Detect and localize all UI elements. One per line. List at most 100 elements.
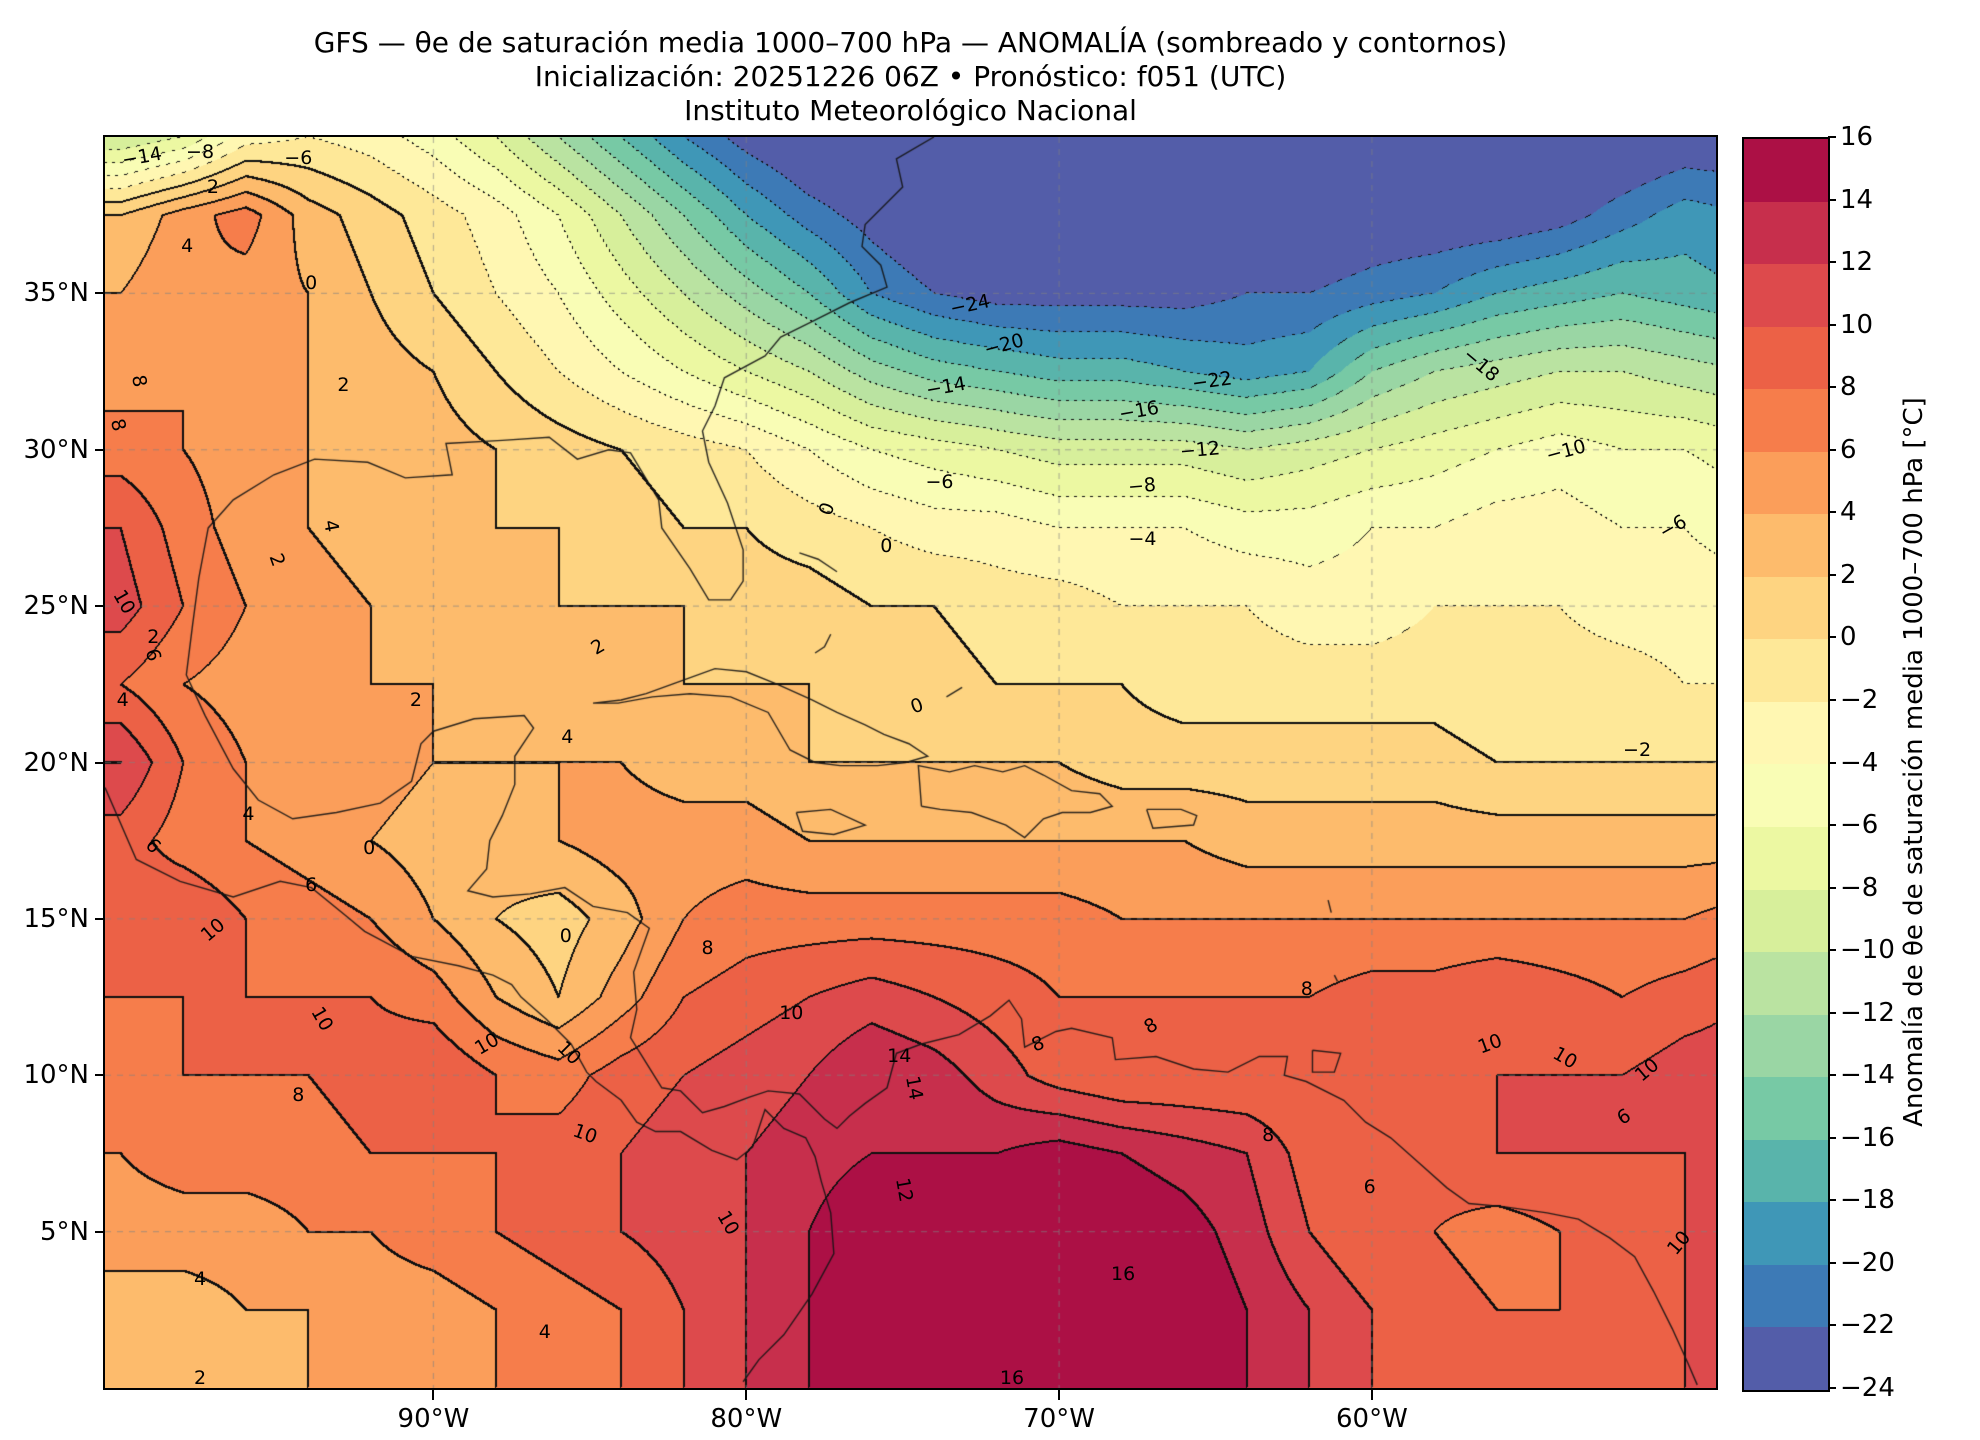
lat-tick-mark xyxy=(95,292,105,295)
colorbar-label: Anomalía de θe de saturación media 1000–… xyxy=(1899,397,1929,1127)
map-canvas xyxy=(105,137,1716,1388)
contour-label: 4 xyxy=(538,1320,551,1343)
contour-label: 0 xyxy=(305,272,318,295)
colorbar xyxy=(1742,137,1830,1392)
contour-label: 14 xyxy=(900,1073,927,1102)
lat-tick-label: 5°N xyxy=(40,1216,89,1247)
contour-label: 8 xyxy=(1262,1124,1275,1147)
colorbar-tick-mark xyxy=(1828,636,1836,639)
colorbar-segment xyxy=(1744,201,1828,265)
colorbar-tick-label: 16 xyxy=(1840,122,1874,152)
lat-tick-mark xyxy=(95,1230,105,1233)
lon-tick-label: 80°W xyxy=(710,1404,783,1434)
plot-title: GFS — θe de saturación media 1000–700 hP… xyxy=(313,26,1508,59)
colorbar-tick-mark xyxy=(1828,511,1836,514)
plot-institution: Instituto Meteorológico Nacional xyxy=(684,94,1137,127)
contour-label: 0 xyxy=(880,535,893,558)
lon-tick-mark xyxy=(1370,1390,1373,1400)
lat-tick-label: 10°N xyxy=(23,1060,89,1091)
contour-label: 2 xyxy=(147,626,160,649)
contour-label: 4 xyxy=(181,234,194,257)
contour-label: 14 xyxy=(887,1045,912,1068)
contour-label: 16 xyxy=(999,1366,1025,1389)
colorbar-tick-label: −6 xyxy=(1840,810,1879,841)
colorbar-segment xyxy=(1744,1139,1828,1203)
colorbar-tick-label: −4 xyxy=(1840,747,1879,778)
colorbar-tick-label: 14 xyxy=(1840,184,1874,215)
colorbar-segment xyxy=(1744,389,1828,452)
colorbar-tick-mark xyxy=(1828,261,1836,264)
colorbar-segment xyxy=(1744,889,1828,953)
colorbar-tick-mark xyxy=(1828,136,1836,138)
contour-label: −6 xyxy=(284,147,313,170)
lon-tick-label: 60°W xyxy=(1335,1404,1408,1434)
lon-tick-mark xyxy=(432,1390,435,1400)
lat-tick-label: 15°N xyxy=(23,903,89,934)
contour-label: 4 xyxy=(242,802,255,825)
colorbar-tick-label: −10 xyxy=(1840,935,1895,966)
colorbar-segment xyxy=(1744,1264,1828,1328)
colorbar-tick-label: 0 xyxy=(1840,622,1857,653)
colorbar-tick-label: −18 xyxy=(1840,1185,1895,1216)
colorbar-segment xyxy=(1744,1202,1828,1265)
contour-label: 6 xyxy=(1363,1175,1376,1198)
lat-tick-label: 25°N xyxy=(23,591,89,622)
contour-label: 8 xyxy=(701,936,714,959)
lon-tick-mark xyxy=(1058,1390,1061,1400)
lat-tick-mark xyxy=(95,761,105,764)
lat-tick-mark xyxy=(95,1074,105,1077)
colorbar-tick-label: −12 xyxy=(1840,997,1895,1028)
colorbar-tick-mark xyxy=(1828,323,1836,326)
colorbar-tick-label: −14 xyxy=(1840,1060,1895,1091)
contour-label: −8 xyxy=(1127,473,1158,499)
contour-label: 4 xyxy=(194,1268,207,1291)
contour-label: 12 xyxy=(891,1176,917,1205)
colorbar-tick-label: −22 xyxy=(1840,1310,1895,1341)
colorbar-tick-label: −24 xyxy=(1840,1373,1895,1403)
colorbar-segment xyxy=(1744,326,1828,390)
lon-tick-label: 90°W xyxy=(397,1404,470,1434)
lon-tick-label: 70°W xyxy=(1023,1404,1095,1434)
contour-label: 2 xyxy=(194,1366,207,1389)
colorbar-tick-mark xyxy=(1828,886,1836,889)
contour-label: 2 xyxy=(409,688,422,711)
contour-label: −4 xyxy=(1128,527,1157,550)
colorbar-tick-label: 12 xyxy=(1840,247,1874,278)
contour-label: 6 xyxy=(305,874,318,897)
colorbar-tick-label: 6 xyxy=(1840,434,1857,465)
contour-label: 0 xyxy=(363,836,376,859)
contour-label: 8 xyxy=(292,1084,305,1107)
title-block: GFS — θe de saturación media 1000–700 hP… xyxy=(105,26,1716,128)
colorbar-segment xyxy=(1744,701,1828,765)
colorbar-tick-mark xyxy=(1828,761,1836,764)
colorbar-tick-mark xyxy=(1828,698,1836,701)
lat-tick-mark xyxy=(95,917,105,920)
colorbar-segment xyxy=(1744,264,1828,327)
colorbar-tick-label: −2 xyxy=(1840,684,1879,715)
colorbar-tick-mark xyxy=(1828,1387,1836,1389)
colorbar-tick-label: −16 xyxy=(1840,1122,1895,1153)
lat-tick-mark xyxy=(95,605,105,608)
map-plot: −14 −8 −6 2 4 0 2 8 8 −24 −20 −14 −22 −16 −18 −12 −10 −8−… xyxy=(103,135,1718,1390)
colorbar-segment xyxy=(1744,764,1828,828)
contour-label: 0 xyxy=(559,925,572,948)
colorbar-tick-label: −20 xyxy=(1840,1247,1895,1278)
colorbar-segment xyxy=(1744,576,1828,640)
lat-tick-label: 30°N xyxy=(23,434,89,465)
colorbar-tick-mark xyxy=(1828,1136,1836,1139)
colorbar-tick-mark xyxy=(1828,949,1836,952)
colorbar-segment xyxy=(1744,1014,1828,1078)
colorbar-segment xyxy=(1744,952,1828,1015)
lat-tick-label: 20°N xyxy=(23,747,89,778)
contour-label: 4 xyxy=(561,726,574,749)
colorbar-tick-mark xyxy=(1828,1199,1836,1202)
contour-label: 4 xyxy=(116,688,129,711)
colorbar-tick-label: −8 xyxy=(1840,872,1879,903)
colorbar-tick-mark xyxy=(1828,386,1836,389)
colorbar-tick-label: 10 xyxy=(1840,309,1874,340)
colorbar-tick-label: 4 xyxy=(1840,497,1857,528)
colorbar-tick-mark xyxy=(1828,198,1836,201)
contour-label: 16 xyxy=(1111,1263,1136,1286)
contour-label: −12 xyxy=(1179,437,1222,463)
contour-label: 10 xyxy=(779,1001,804,1024)
